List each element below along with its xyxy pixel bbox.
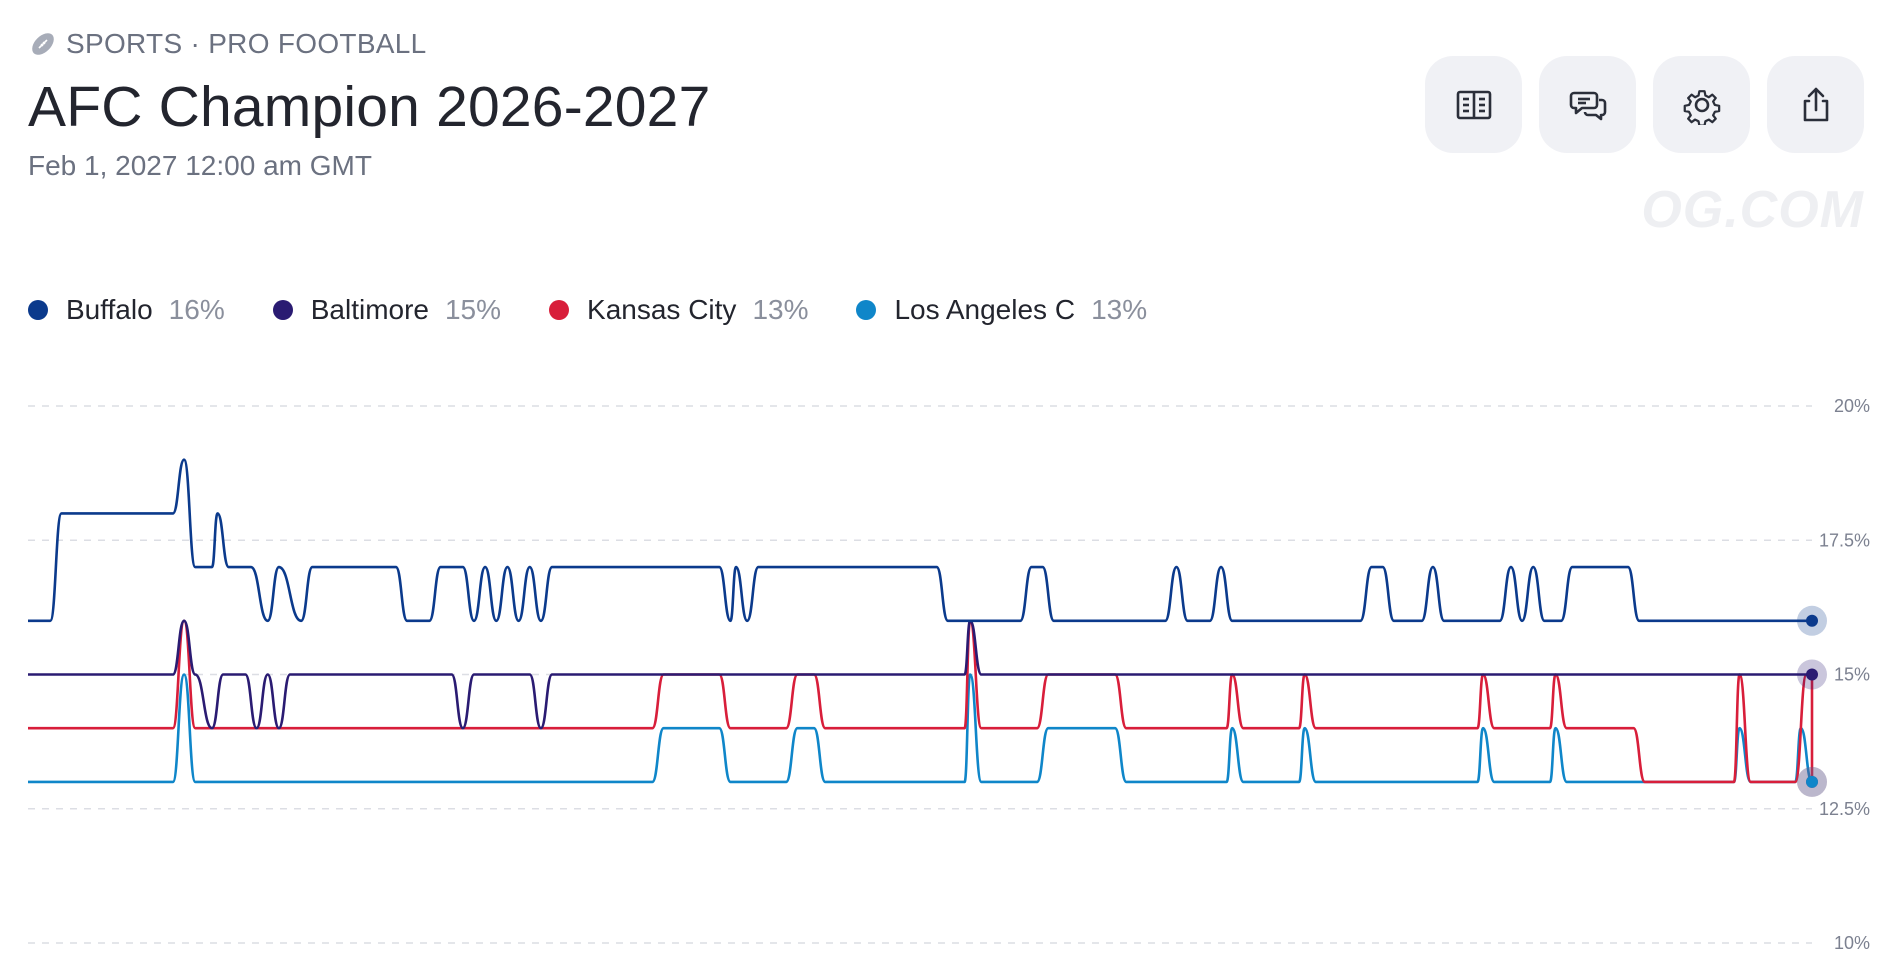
- legend-label: Buffalo: [66, 294, 153, 325]
- breadcrumb-text[interactable]: SPORTS · PRO FOOTBALL: [66, 28, 427, 59]
- series-line-buffalo[interactable]: [28, 458, 1812, 623]
- y-tick-label: 10%: [1834, 933, 1870, 953]
- legend-percent: 13%: [752, 294, 809, 325]
- book-icon: [1456, 90, 1491, 119]
- legend-percent: 13%: [1091, 294, 1148, 325]
- legend-label: Los Angeles C: [894, 294, 1076, 325]
- endpoint-dot[interactable]: [1806, 614, 1818, 627]
- legend-item[interactable]: Los Angeles C 13%: [856, 294, 1147, 326]
- series-line-baltimore[interactable]: [28, 619, 1812, 730]
- rules-button[interactable]: [1425, 56, 1522, 153]
- legend-dot: [549, 300, 570, 320]
- y-tick-label: 20%: [1834, 396, 1870, 416]
- chat-icon: [1569, 91, 1606, 120]
- legend-dot: [28, 300, 48, 320]
- page-title: AFC Champion 2026-2027: [28, 75, 711, 139]
- legend-dot: [272, 300, 293, 320]
- legend-label: Kansas City: [587, 294, 737, 325]
- endpoint-dot[interactable]: [1806, 668, 1818, 681]
- legend-item[interactable]: Baltimore 15%: [272, 294, 502, 326]
- legend-item[interactable]: Buffalo 16%: [28, 294, 225, 326]
- y-tick-label: 12.5%: [1819, 799, 1870, 819]
- endpoint-dot[interactable]: [1806, 775, 1818, 788]
- settings-button[interactable]: [1653, 56, 1750, 153]
- y-tick-label: 17.5%: [1819, 530, 1870, 550]
- action-bar: [1425, 56, 1864, 153]
- share-icon: [1803, 87, 1828, 121]
- gear-icon: [1683, 89, 1720, 125]
- market-date: Feb 1, 2027 12:00 am GMT: [28, 150, 372, 181]
- legend-percent: 16%: [168, 294, 225, 325]
- watermark-logo: OG.COM: [1641, 181, 1864, 239]
- legend-label: Baltimore: [310, 294, 429, 325]
- comments-button[interactable]: [1539, 56, 1636, 153]
- legend-percent: 15%: [444, 294, 502, 325]
- y-tick-label: 15%: [1834, 665, 1870, 685]
- legend-dot: [856, 300, 877, 320]
- series-line-kansas-city[interactable]: [28, 619, 1814, 784]
- chart-legend: Buffalo 16% Baltimore 15% Kansas City 13% Los …: [28, 294, 1195, 326]
- breadcrumb[interactable]: SPORTS · PRO FOOTBALL: [28, 28, 427, 60]
- legend-item[interactable]: Kansas City 13%: [549, 294, 808, 326]
- football-icon: [32, 33, 54, 55]
- share-button[interactable]: [1767, 56, 1864, 153]
